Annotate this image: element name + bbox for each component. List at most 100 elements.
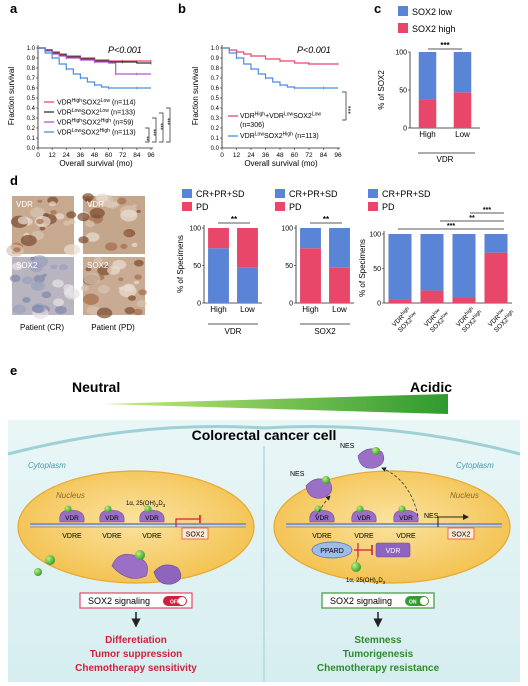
x-tick-label: 24 <box>63 152 71 159</box>
ligand-right: 1α, 25(OH)2D3 <box>346 578 386 585</box>
panel-letter-c: c <box>374 1 381 16</box>
vdr-label: VDR <box>145 515 159 522</box>
ihc-image <box>9 255 80 319</box>
bar-segment <box>452 234 476 298</box>
label-cytoplasm-right: Cytoplasm <box>456 461 494 470</box>
panel-letter-d: d <box>10 173 18 188</box>
bar-segment <box>208 248 229 303</box>
pvalue-a: P<0.001 <box>108 45 142 55</box>
y-tick-label: 0.0 <box>27 146 36 152</box>
ylabel-a: Fraction survival <box>7 67 16 125</box>
survival-line <box>38 47 151 75</box>
bar-segment <box>388 234 412 300</box>
sig-a-2: *** <box>161 122 167 130</box>
y-tick-label: 50 <box>399 88 407 95</box>
vdr-complex: VDR VDRE <box>351 505 377 540</box>
nes-right: NES <box>424 513 439 520</box>
vdr-free-right: VDR <box>386 548 401 555</box>
outcome-right-2: Tumorigenesis <box>343 649 414 660</box>
legend-d3-crprsd: CR+PR+SD <box>382 189 431 199</box>
vdre-label: VDRE <box>102 533 122 540</box>
x-tick-label: 84 <box>133 152 141 159</box>
vdr-complex: VDR VDRE <box>99 505 125 540</box>
y-tick-label: 0.8 <box>27 66 36 72</box>
y-tick-label: 0.6 <box>211 86 220 92</box>
xlabel-d2: SOX2 <box>314 327 336 336</box>
x-tick-label: 0 <box>220 152 224 159</box>
x-tick-label: 48 <box>276 152 284 159</box>
outcome-right-1: Stemness <box>354 635 402 646</box>
bar-segment <box>329 267 350 303</box>
category-label: High <box>419 130 435 139</box>
ihc-label-sox2-1: SOX2 <box>16 261 38 270</box>
y-tick-label: 0.4 <box>27 106 36 112</box>
x-tick-label: 0 <box>36 152 40 159</box>
outcome-left-2: Tumor suppression <box>90 649 183 660</box>
x-tick-label: 36 <box>262 152 270 159</box>
vdr-label: VDR <box>65 515 79 522</box>
sig-c: *** <box>440 41 450 50</box>
category-label: Low <box>332 305 347 314</box>
vdre-label: VDRE <box>62 533 82 540</box>
ylabel-d3: % of Specimens <box>358 239 367 297</box>
bar-segment <box>452 297 476 303</box>
ylabel-d1: % of Specimens <box>176 235 185 293</box>
bar-chart-d1: CR+PR+SD PD 0 50 100 High Low % of Specimen… <box>176 189 262 336</box>
ligand-left: 1α, 25(OH)2D3 <box>126 501 166 508</box>
sox2-signaling-right-label: SOX2 signaling <box>330 596 392 606</box>
legend-a-item: VDRHighSOX2High (n=59) <box>57 118 134 127</box>
ylabel-c: % of SOX2 <box>377 70 386 110</box>
ihc-images: VDR VDR SOX2 SOX2 Patient (CR) Patient (… <box>6 193 147 332</box>
sox2-signaling-left-label: SOX2 signaling <box>88 596 150 606</box>
y-tick-label: 50 <box>193 263 201 270</box>
legend-d2-crprsd: CR+PR+SD <box>289 189 338 199</box>
bar-segment <box>418 52 437 100</box>
x-tick-label: 96 <box>334 152 342 159</box>
y-tick-label: 0.2 <box>211 126 220 132</box>
ppard-protein <box>311 541 353 559</box>
legend-d3-pd: PD <box>382 202 395 212</box>
bar-chart-c: SOX2 low SOX2 high 0 50 100 High Low % of S… <box>377 6 480 164</box>
nes-left: NES <box>290 471 305 478</box>
vdre-label: VDRE <box>396 533 416 540</box>
bar-chart-d2: CR+PR+SD PD 0 50 100 High Low SOX2 ** <box>275 189 354 336</box>
sig-a-3: ** <box>147 136 153 141</box>
legend-a-item: VDRHighSOX2Low (n=114) <box>57 98 136 107</box>
sox2-signaling-on <box>321 592 435 609</box>
label-cytoplasm-left: Cytoplasm <box>28 461 66 470</box>
y-tick-label: 100 <box>369 232 381 239</box>
ihc-label-vdr-2: VDR <box>87 200 104 209</box>
label-nucleus-left: Nucleus <box>56 491 85 500</box>
bar-segment <box>300 248 321 303</box>
bar-segment <box>237 267 258 303</box>
bar-segment <box>453 92 472 128</box>
legend-b-1: VDRHigh+VDRLowSOX2Low <box>240 112 321 121</box>
x-tick-label: 84 <box>320 152 328 159</box>
y-tick-label: 0 <box>197 301 201 308</box>
sig-a-4: *** <box>168 117 174 125</box>
vdr-complex: VDR VDRE <box>59 505 85 540</box>
bar-segment <box>484 234 508 253</box>
x-tick-label: 60 <box>291 152 299 159</box>
sig-d3-2: ** <box>469 215 475 222</box>
xlabel-b: Overall survival (mo) <box>244 159 318 168</box>
y-tick-label: 0.9 <box>27 56 36 62</box>
ph-gradient <box>102 394 448 414</box>
bar-segment <box>484 252 508 303</box>
nes-top: NES <box>340 443 355 450</box>
legend-b-1-n: (n=306) <box>240 122 264 129</box>
y-tick-label: 1.0 <box>211 46 220 52</box>
y-tick-label: 100 <box>395 50 407 57</box>
x-tick-label: 96 <box>147 152 155 159</box>
bar-segment <box>418 99 437 128</box>
ihc-image <box>6 196 81 257</box>
legend-d1-crprsd: CR+PR+SD <box>196 189 245 199</box>
legend-a-item: VDRLowSOX2High (n=113) <box>57 128 136 137</box>
ihc-image <box>80 256 147 319</box>
x-tick-label: 12 <box>233 152 241 159</box>
y-tick-label: 50 <box>373 266 381 273</box>
legend-c-high: SOX2 high <box>412 24 456 34</box>
y-tick-label: 0.3 <box>27 116 36 122</box>
